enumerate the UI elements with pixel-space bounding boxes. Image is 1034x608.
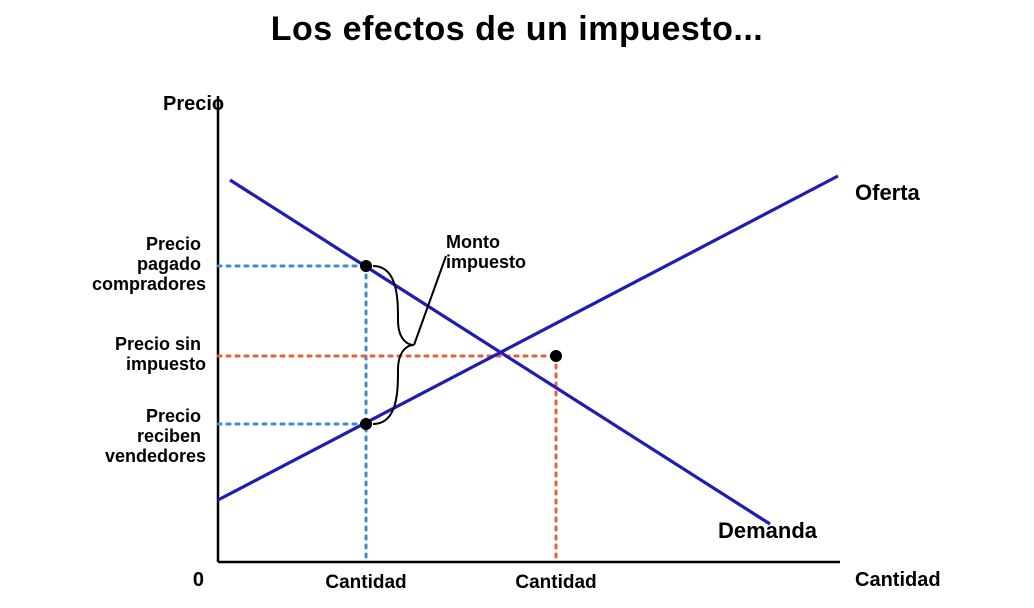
supply-label: Oferta bbox=[855, 180, 921, 205]
tax-effects-chart: Precio Cantidad 0 Oferta Demanda Precio … bbox=[0, 0, 1034, 608]
label-tax-amount: Monto impuesto bbox=[446, 232, 526, 272]
point-buyer bbox=[360, 260, 372, 272]
label-seller: Precio reciben vendedores bbox=[105, 406, 206, 466]
y-axis-label: Precio bbox=[163, 93, 224, 115]
label-notax: Precio sin impuesto bbox=[115, 334, 206, 374]
demand-label: Demanda bbox=[718, 518, 818, 543]
tick-qty-tax: Cantidad bbox=[325, 572, 406, 593]
point-equilibrium bbox=[550, 350, 562, 362]
supply-line bbox=[218, 176, 838, 500]
origin-label: 0 bbox=[193, 569, 204, 591]
x-axis-label: Cantidad bbox=[855, 569, 941, 591]
tick-qty-eq: Cantidad bbox=[515, 572, 596, 593]
point-seller bbox=[360, 418, 372, 430]
label-buyer: Precio pagado compradores bbox=[92, 234, 206, 294]
